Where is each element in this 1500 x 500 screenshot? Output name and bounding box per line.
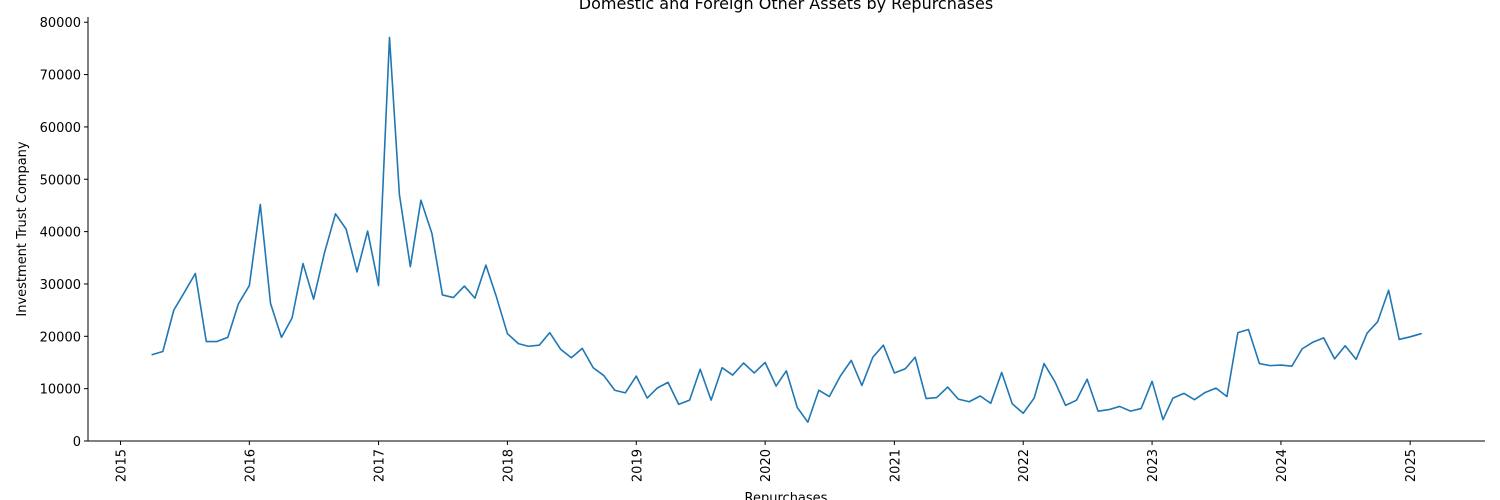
y-tick-label: 50000 xyxy=(40,173,81,188)
x-tick-label: 2017 xyxy=(373,449,388,482)
x-tick-label: 2015 xyxy=(114,449,129,482)
y-tick-label: 40000 xyxy=(40,226,81,241)
x-tick-label: 2020 xyxy=(759,449,774,482)
x-tick-label: 2016 xyxy=(243,449,258,482)
x-tick-label: 2025 xyxy=(1404,449,1419,482)
x-axis-ticks: 2015 2016 2017 2018 2019 2020 2021 2022 2023 2024… xyxy=(114,441,1419,482)
y-tick-label: 60000 xyxy=(40,121,81,136)
x-tick-label: 2019 xyxy=(630,449,645,482)
chart-title: Domestic and Foreign Other Assets by Rep… xyxy=(579,0,993,13)
x-tick-label: 2024 xyxy=(1275,449,1290,482)
x-tick-label: 2023 xyxy=(1146,449,1161,482)
x-tick-label: 2018 xyxy=(501,449,516,482)
y-axis-title: Investment Trust Company xyxy=(15,141,30,317)
y-tick-label: 10000 xyxy=(40,383,81,398)
x-tick-label: 2021 xyxy=(888,449,903,482)
x-axis-title: Repurchases xyxy=(745,491,828,500)
y-axis-ticks: 0 10000 20000 30000 40000 50000 60000 70000 8000… xyxy=(40,16,88,450)
y-tick-label: 70000 xyxy=(40,69,81,84)
y-tick-label: 20000 xyxy=(40,330,81,345)
plot-area: 0 10000 20000 30000 40000 50000 60000 70000 8000… xyxy=(40,16,1485,482)
x-tick-label: 2022 xyxy=(1017,449,1032,482)
y-tick-label: 80000 xyxy=(40,16,81,31)
y-tick-label: 30000 xyxy=(40,278,81,293)
y-tick-label: 0 xyxy=(73,435,81,450)
series-line xyxy=(151,36,1422,423)
